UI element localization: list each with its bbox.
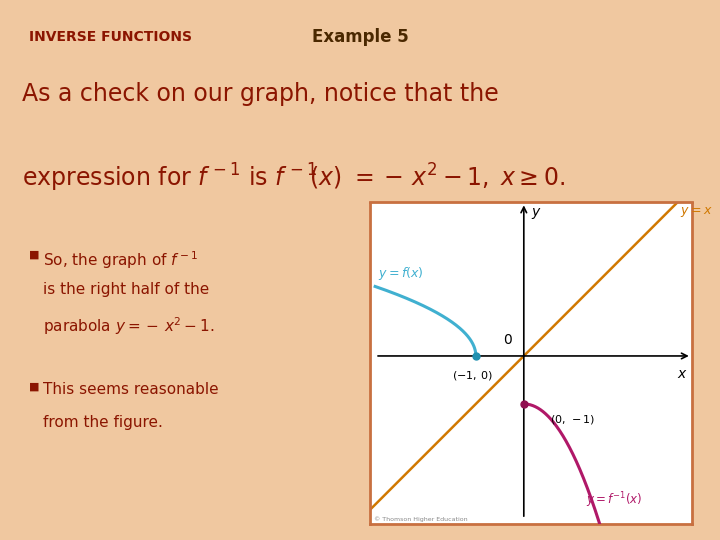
Text: from the figure.: from the figure. [43, 415, 163, 430]
Text: As a check on our graph, notice that the: As a check on our graph, notice that the [22, 82, 498, 106]
Text: ■: ■ [29, 249, 40, 259]
Text: $0$: $0$ [503, 333, 513, 347]
Text: parabola $y = -\,x^2 - 1.$: parabola $y = -\,x^2 - 1.$ [43, 315, 215, 338]
Text: $y = f(x)$: $y = f(x)$ [377, 265, 423, 282]
Text: $(-1,\,0)$: $(-1,\,0)$ [451, 369, 492, 382]
Text: Example 5: Example 5 [312, 28, 408, 46]
Text: So, the graph of $\mathit{f}$$^{\,-1}$: So, the graph of $\mathit{f}$$^{\,-1}$ [43, 249, 199, 271]
Text: © Thomson Higher Education: © Thomson Higher Education [374, 517, 467, 522]
Text: expression for $\mathit{f}$$^{\,-1}$ is $\mathit{f}$$^{\,-1}$$\!\!(x)$ $= -\, x^: expression for $\mathit{f}$$^{\,-1}$ is … [22, 162, 564, 194]
Text: $x$: $x$ [677, 367, 688, 381]
Text: is the right half of the: is the right half of the [43, 282, 210, 298]
Text: INVERSE FUNCTIONS: INVERSE FUNCTIONS [29, 30, 192, 44]
Text: This seems reasonable: This seems reasonable [43, 382, 219, 397]
Text: $y$: $y$ [531, 206, 541, 221]
Text: $y = x$: $y = x$ [680, 206, 712, 219]
Text: $y = f^{-1}(x)$: $y = f^{-1}(x)$ [586, 491, 642, 510]
Text: $(0,\,-1)$: $(0,\,-1)$ [550, 413, 595, 426]
Text: ■: ■ [29, 382, 40, 392]
